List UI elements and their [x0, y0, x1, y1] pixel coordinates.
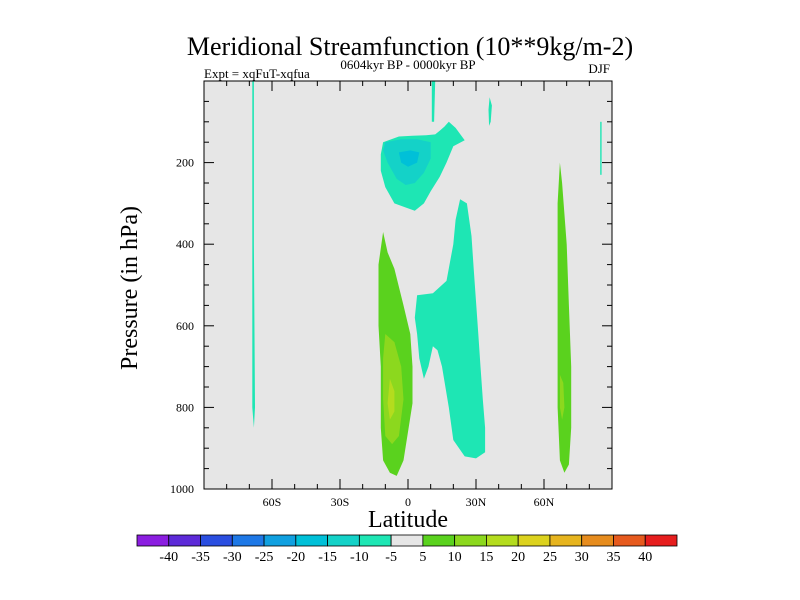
plot-area: 200 400 600 800 1000 60S 30S 0 30N 60N [170, 80, 613, 509]
colorbar-swatch [263, 534, 297, 547]
colorbar-label: -25 [255, 550, 274, 565]
colorbar-swatch [549, 534, 583, 547]
contour-region-small-blob-35n [488, 97, 492, 126]
y-tick-label: 600 [176, 319, 194, 333]
colorbar-swatch [168, 534, 201, 547]
x-tick-label: 0 [405, 495, 411, 509]
colorbar-swatch [200, 534, 233, 547]
y-tick-label: 200 [176, 156, 194, 170]
colorbar-swatch [136, 534, 170, 547]
y-tick-label: 800 [176, 400, 194, 414]
contour-region-upper-tropical-center [398, 150, 420, 167]
colorbar-label: -30 [223, 550, 242, 565]
colorbar-label: 40 [638, 550, 652, 565]
season-subtitle: DJF [588, 61, 610, 76]
chart-title: Meridional Streamfunction (10**9kg/m-2) [187, 32, 633, 61]
colorbar-swatch [454, 534, 487, 547]
colorbar-swatch [231, 534, 265, 547]
colorbar-swatch [486, 534, 519, 547]
colorbar-swatch [517, 534, 551, 547]
experiment-subtitle: Expt = xqFuT-xqfua [204, 66, 310, 81]
colorbar-label: 20 [511, 550, 525, 565]
y-tick-label: 400 [176, 237, 194, 251]
contour-region-nh-highlat-core [559, 374, 565, 420]
contour-fills [252, 81, 602, 476]
colorbar-label: 30 [575, 550, 589, 565]
colorbar-swatch [613, 534, 646, 547]
y-tick-label: 1000 [170, 482, 194, 496]
colorbar-label: 5 [419, 550, 426, 565]
colorbar-label: 25 [543, 550, 557, 565]
contour-region-top-spike [431, 81, 436, 122]
colorbar-swatch [422, 534, 456, 547]
contour-region-right-thin-strip [600, 121, 602, 175]
colorbar-swatch [327, 534, 360, 547]
contour-region-lower-tropical-cell [414, 199, 486, 459]
colorbar-label: -15 [318, 550, 337, 565]
y-axis-label: Pressure (in hPa) [117, 206, 143, 370]
colorbar-label: 10 [448, 550, 462, 565]
colorbar-swatch [644, 534, 678, 547]
colorbar-label: -20 [286, 550, 305, 565]
colorbar-swatch [581, 534, 614, 547]
colorbar-swatch [390, 534, 424, 547]
colorbar-label: -5 [385, 550, 397, 565]
contour-region-eq-ascent-center [387, 378, 395, 420]
colorbar-swatch [358, 534, 392, 547]
x-tick-label: 30N [466, 495, 487, 509]
x-tick-label: 60S [263, 495, 282, 509]
contour-region-sh-thin-strip [252, 81, 255, 428]
colorbar-label: 15 [479, 550, 493, 565]
period-subtitle: 0604kyr BP - 0000kyr BP [340, 57, 475, 72]
colorbar-label: -35 [191, 550, 210, 565]
x-axis-label: Latitude [368, 507, 448, 533]
colorbar-label: -40 [159, 550, 178, 565]
colorbar-label: -10 [350, 550, 369, 565]
colorbar-swatch [295, 534, 328, 547]
colorbar: -40 -35 -30 -25 -20 -15 -10 -5 5 10 15 20 25 30 35 40 [136, 534, 678, 565]
x-tick-label: 30S [331, 495, 350, 509]
x-tick-label: 60N [534, 495, 555, 509]
colorbar-label: 35 [606, 550, 620, 565]
